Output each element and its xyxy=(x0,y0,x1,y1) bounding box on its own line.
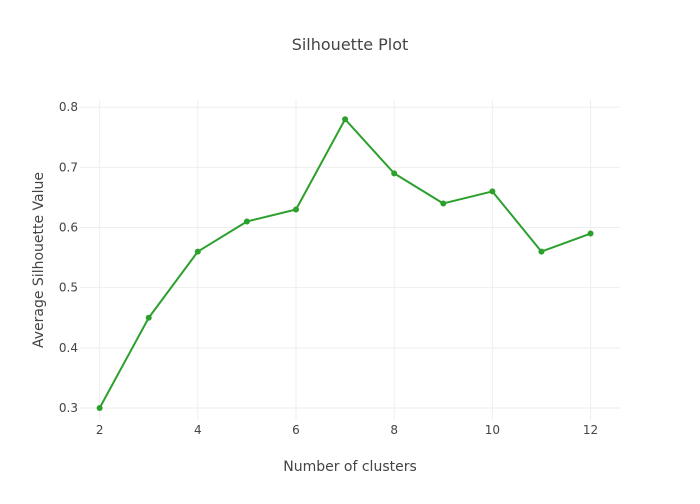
data-point[interactable] xyxy=(587,230,594,237)
data-point[interactable] xyxy=(538,248,545,255)
data-point[interactable] xyxy=(293,206,299,213)
gridlines xyxy=(80,100,620,420)
x-tick-label: 6 xyxy=(292,423,300,437)
series-layer xyxy=(96,116,594,411)
data-point[interactable] xyxy=(194,248,201,255)
y-axis-title: Average Silhouette Value xyxy=(31,172,47,348)
data-point[interactable] xyxy=(145,314,152,321)
x-tick-label: 10 xyxy=(485,423,500,437)
x-tick-label: 2 xyxy=(96,423,104,437)
x-tick-label: 8 xyxy=(390,423,398,437)
y-tick-label: 0.3 xyxy=(59,401,78,415)
tick-labels: 0.3 0.4 0.5 0.6 0.7 0.8 2 4 6 8 10 12 xyxy=(59,100,598,437)
y-tick-label: 0.5 xyxy=(59,281,78,295)
y-tick-label: 0.8 xyxy=(59,100,78,114)
y-tick-label: 0.6 xyxy=(59,221,78,235)
x-tick-label: 4 xyxy=(194,423,202,437)
series-line xyxy=(98,118,591,409)
y-tick-label: 0.7 xyxy=(59,160,78,174)
x-axis-title: Number of clusters xyxy=(283,459,417,475)
y-tick-label: 0.4 xyxy=(59,341,78,355)
chart-title: Silhouette Plot xyxy=(292,35,409,54)
data-point[interactable] xyxy=(96,404,103,411)
x-tick-label: 12 xyxy=(583,423,598,437)
data-point[interactable] xyxy=(391,170,398,177)
data-point[interactable] xyxy=(489,188,496,195)
data-point[interactable] xyxy=(440,200,447,207)
data-point[interactable] xyxy=(243,218,250,225)
data-point[interactable] xyxy=(342,116,349,123)
